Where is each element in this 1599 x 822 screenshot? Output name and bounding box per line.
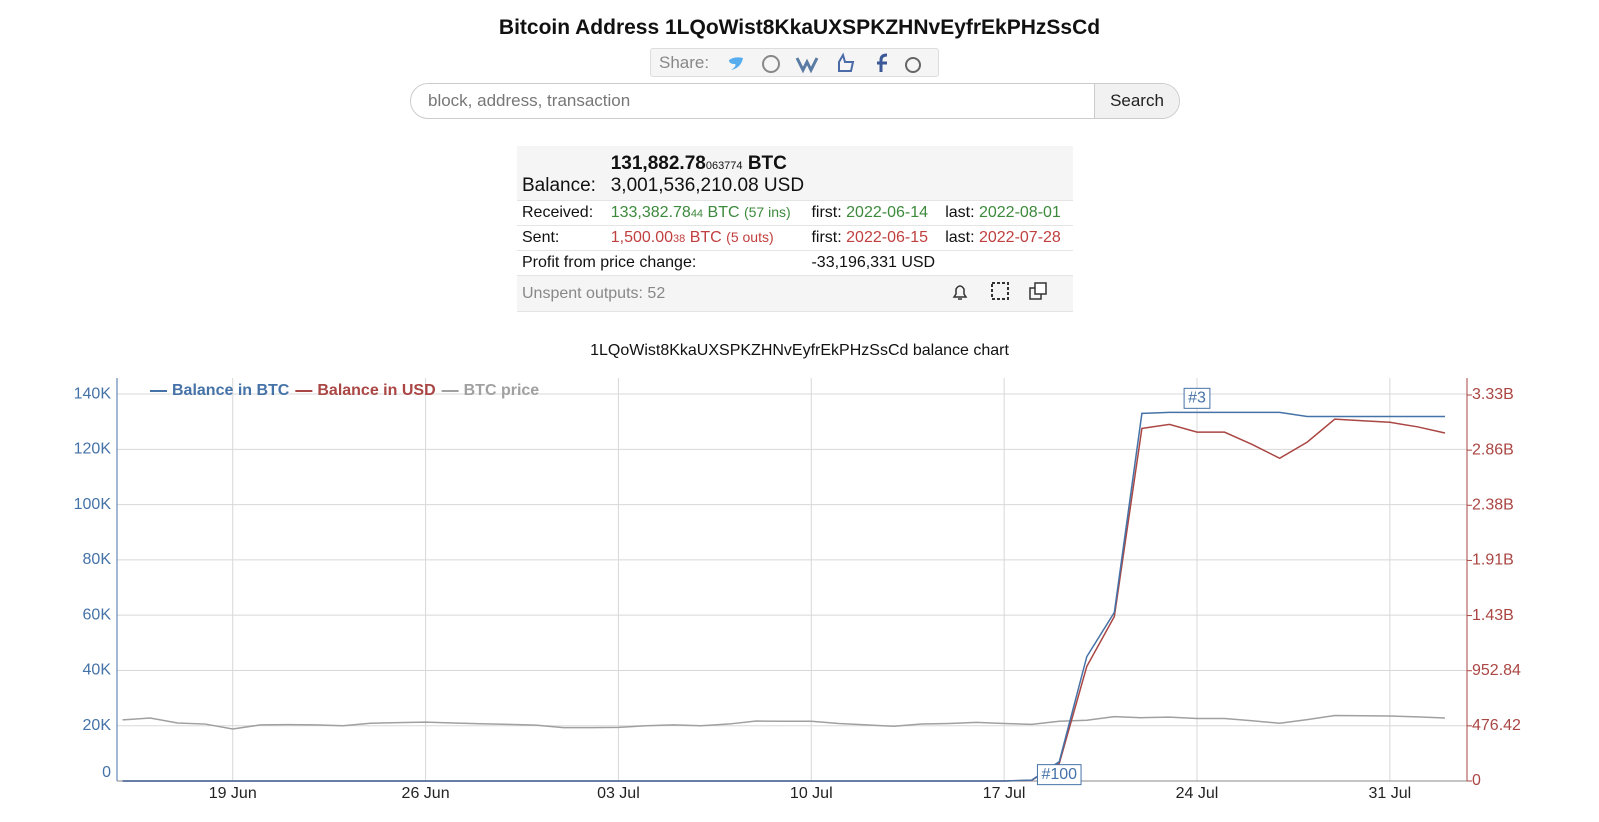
y2-tick-label: 952.84M [1472, 662, 1521, 679]
y2-tick-label: 476.42M [1472, 717, 1521, 734]
sent-first: 2022-06-15 [846, 229, 928, 246]
y2-tick-label: 2.86B [1472, 441, 1514, 458]
sent-last: 2022-07-28 [978, 229, 1061, 246]
balance-label: Balance: [517, 146, 606, 201]
annotation-box [1036, 764, 1082, 786]
y-tick-label: 40K [83, 662, 112, 679]
page-title: Bitcoin Address 1LQoWist8KkaUXSPKZHNvEyf… [498, 16, 1101, 39]
received-small: 44 [690, 208, 704, 220]
legend-label: Balance in USD [317, 382, 435, 399]
search-button[interactable]: Search [1094, 84, 1179, 118]
first-label: first: [811, 204, 842, 221]
first-label: first: [811, 229, 842, 246]
x-tick-label: 31 Jul [1369, 785, 1412, 802]
annotation-box [1183, 387, 1211, 409]
y2-tick-label: 0 [1472, 772, 1481, 789]
legend-label: BTC price [464, 382, 540, 399]
x-tick-label: 03 Jul [597, 785, 640, 802]
sent-unit: BTC [689, 229, 722, 246]
unspent-outputs: Unspent outputs: 52 [517, 275, 807, 312]
y-tick-label: 20K [83, 717, 112, 734]
sent-amount: 1,500.00 [610, 229, 674, 246]
annotation: #3 [1183, 387, 1211, 409]
series-line [122, 714, 1445, 730]
y2-tick-label: 3.33B [1472, 386, 1514, 403]
y2-tick-label: 1.43B [1472, 607, 1514, 624]
last-label: last: [945, 229, 975, 246]
legend-label: Balance in BTC [172, 382, 290, 399]
x-tick-label: 17 Jul [983, 785, 1026, 802]
x-tick-label: 19 Jun [209, 785, 257, 802]
profit-value: -33,196,331 USD [806, 250, 1073, 276]
search-input[interactable]: block, address, transaction [428, 91, 631, 110]
received-label: Received: [517, 200, 606, 226]
received-unit: BTC [707, 204, 740, 221]
profit-label: Profit from price change: [517, 250, 807, 276]
received-last: 2022-08-01 [978, 204, 1061, 221]
x-tick-label: 24 Jul [1176, 785, 1219, 802]
balance-btc-small: 063774 [705, 160, 743, 172]
y2-tick-label: 2.38B [1472, 497, 1514, 514]
series-line [122, 418, 1446, 782]
sent-small: 38 [673, 233, 686, 245]
sent-label: Sent: [517, 225, 606, 251]
annotation-text: #100 [1041, 766, 1077, 783]
received-count: (57 ins) [743, 204, 791, 220]
received-amount: 133,382.78 [610, 204, 691, 221]
x-tick-label: 26 Jun [402, 785, 450, 802]
annotation-text: #3 [1188, 390, 1206, 407]
chart-title: 1LQoWist8KkaUXSPKZHNvEyfrEkPHzSsCd balan… [590, 342, 1009, 359]
search-box[interactable]: block, address, transaction Search [410, 83, 1180, 119]
last-label: last: [945, 204, 975, 221]
share-bar: Share: [650, 48, 939, 77]
share-icons[interactable] [721, 51, 938, 74]
x-tick-label: 10 Jul [790, 785, 833, 802]
balance-usd: 3,001,536,210.08 USD [610, 175, 805, 196]
y-tick-label: 120K [74, 441, 112, 458]
y-tick-label: 100K [74, 496, 112, 513]
received-first: 2022-06-14 [846, 204, 928, 221]
y-tick-label: 80K [83, 551, 112, 568]
sent-count: (5 outs) [726, 229, 774, 245]
y-tick-label: 60K [83, 606, 112, 623]
y-tick-label: 0 [102, 764, 111, 781]
balance-btc: 131,882.78 [610, 153, 706, 174]
y2-tick-label: 1.91B [1472, 552, 1514, 569]
annotation: #100 [1036, 764, 1082, 786]
balance-unit: BTC [747, 153, 787, 174]
share-label: Share: [659, 52, 710, 72]
chart: 0 20K 40K 60K 80K 100K 120K 140K 0 476.42M 952.84M… [74, 378, 1521, 802]
summary-table: Balance: 131,882.78063774 BTC 3,001,536,2… [517, 146, 1073, 312]
y-tick-label: 140K [74, 385, 112, 402]
series-line [122, 411, 1445, 782]
action-icons[interactable] [948, 280, 1068, 302]
